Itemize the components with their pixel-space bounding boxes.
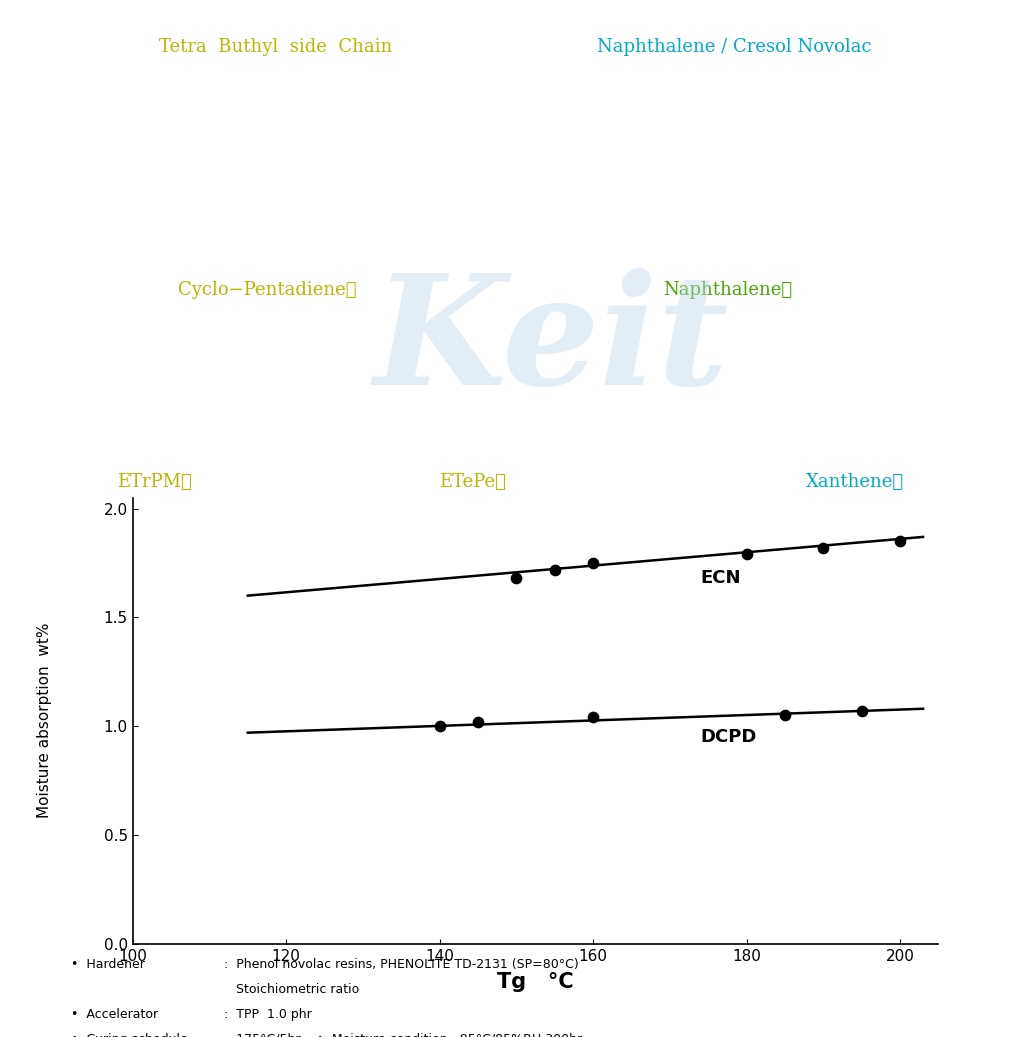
Point [776,707,793,724]
Text: ETePe계: ETePe계 [438,473,505,492]
Text: Keit: Keit [373,268,728,417]
Text: :  TPP  1.0 phr: : TPP 1.0 phr [224,1008,312,1021]
Text: ETrPM계: ETrPM계 [117,473,192,492]
Text: Stoichiometric ratio: Stoichiometric ratio [224,983,360,997]
Point [853,703,869,720]
Text: •  Hardener: • Hardener [71,958,145,972]
X-axis label: Tg   °C: Tg °C [496,972,574,991]
Text: Xanthene계: Xanthene계 [805,473,903,492]
Text: Naphthalene계: Naphthalene계 [662,281,792,300]
Text: Tetra  Buthyl  side  Chain: Tetra Buthyl side Chain [159,37,391,56]
Text: Cyclo−Pentadiene계: Cyclo−Pentadiene계 [178,281,357,300]
Point [470,713,486,730]
Point [546,561,562,578]
Point [738,546,754,563]
Text: •  Curing schedule: • Curing schedule [71,1033,187,1037]
Y-axis label: Moisture absorption  wt%: Moisture absorption wt% [37,623,52,818]
Text: Naphthalene / Cresol Novolac: Naphthalene / Cresol Novolac [596,37,871,56]
Text: :  Phenol novolac resins, PHENOLITE TD-2131 (SP=80°C): : Phenol novolac resins, PHENOLITE TD-21… [224,958,579,972]
Point [891,533,907,550]
Text: :  175°C/5hr    •  Moisture condition : 85°C/85%RH 300hr: : 175°C/5hr • Moisture condition : 85°C/… [224,1033,582,1037]
Text: DCPD: DCPD [700,728,756,746]
Text: ECN: ECN [700,569,740,587]
Point [814,539,830,556]
Point [584,709,600,726]
Point [507,570,524,587]
Point [584,555,600,571]
Text: •  Accelerator: • Accelerator [71,1008,158,1021]
Point [431,718,447,734]
